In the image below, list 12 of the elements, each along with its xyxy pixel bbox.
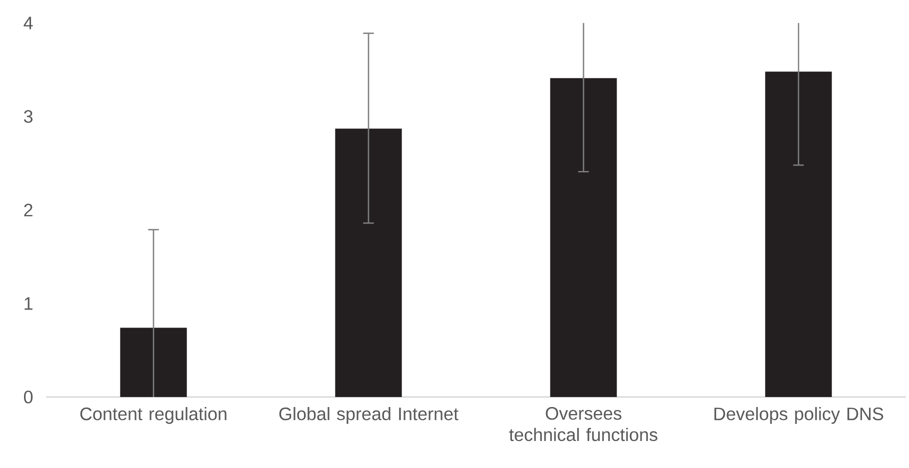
y-tick-label: 4 — [24, 16, 33, 30]
bar — [335, 128, 402, 398]
bar — [765, 72, 832, 398]
y-tick-label: 3 — [24, 110, 33, 123]
x-tick-label: Content regulation — [80, 407, 226, 424]
x-tick-label: Oversees technical functions — [509, 407, 658, 442]
bar — [550, 78, 617, 398]
x-tick-label: Global spread Internet — [279, 407, 458, 424]
x-tick-label: Develops policy DNS — [714, 407, 884, 424]
y-tick-label: 1 — [24, 297, 32, 310]
y-tick-label: 2 — [24, 204, 32, 216]
y-tick-label: 0 — [24, 390, 33, 404]
